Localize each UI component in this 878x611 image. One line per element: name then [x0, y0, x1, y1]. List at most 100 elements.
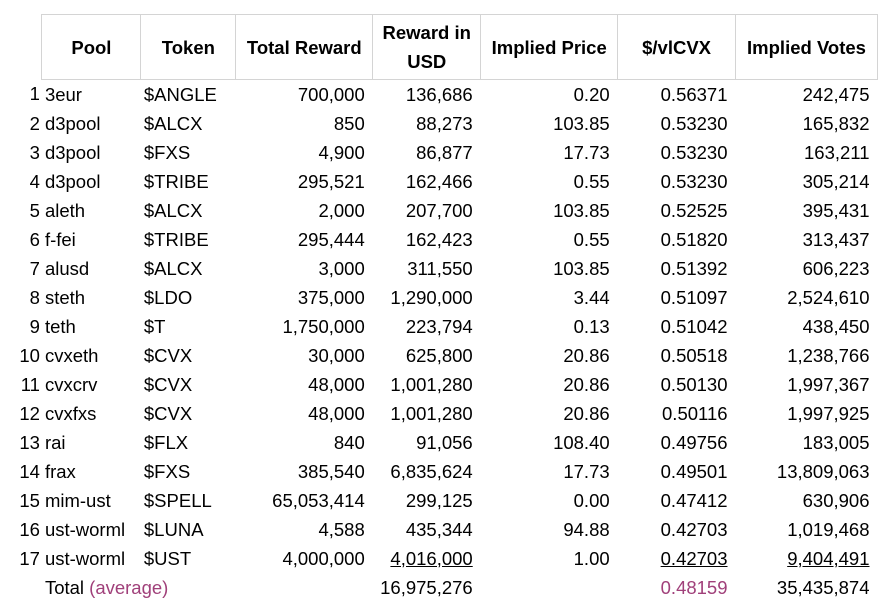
- table-row: 14 frax $FXS 385,540 6,835,624 17.73 0.49501 13…: [0, 457, 878, 486]
- reward-usd-cell: 4,016,000: [373, 544, 481, 573]
- pool-cell: cvxfxs: [44, 402, 97, 424]
- pool-cell: cvxcrv: [44, 373, 98, 395]
- total-implied-votes: 35,435,874: [776, 576, 870, 598]
- header-per-vlcvx: $/vlCVX: [617, 14, 737, 80]
- table-row: 2 d3pool $ALCX 850 88,273 103.85 0.53230 165,83…: [0, 109, 878, 138]
- header-row: Pool Token Total Reward Reward in USD Im…: [0, 14, 878, 80]
- reward-usd-cell: 91,056: [416, 431, 473, 453]
- table-row: 17 ust-worml $UST 4,000,000 4,016,000 1.00 0.4…: [0, 544, 878, 573]
- row-index: 10: [19, 344, 40, 366]
- implied-price-cell: 0.55: [573, 228, 610, 250]
- total-reward-cell: 4,588: [318, 518, 365, 540]
- header-reward-usd-line2: USD: [407, 51, 447, 72]
- implied-votes-cell: 9,404,491: [736, 544, 878, 573]
- total-reward-cell: 4,900: [318, 141, 365, 163]
- implied-price-cell: 103.85: [553, 112, 610, 134]
- pool-cell: d3pool: [44, 112, 101, 134]
- row-index: 17: [19, 547, 40, 569]
- implied-votes-cell: 163,211: [804, 141, 870, 163]
- per-vlcvx-cell: 0.50116: [662, 402, 728, 424]
- pool-cell: mim-ust: [44, 489, 111, 511]
- implied-votes-cell: 183,005: [802, 431, 870, 453]
- header-pool: Pool: [41, 14, 142, 80]
- reward-usd-cell: 1,001,280: [390, 402, 473, 424]
- row-index: 4: [29, 170, 40, 192]
- implied-votes-cell: 242,475: [802, 83, 870, 105]
- per-vlcvx-cell: 0.47412: [660, 489, 728, 511]
- per-vlcvx-cell: 0.51042: [660, 315, 728, 337]
- implied-price-cell: 94.88: [563, 518, 610, 540]
- pool-cell: alusd: [44, 257, 90, 279]
- row-index: 14: [19, 460, 40, 482]
- per-vlcvx-cell: 0.49756: [660, 431, 728, 453]
- implied-price-cell: 0.55: [573, 170, 610, 192]
- table-row: 11 cvxcrv $CVX 48,000 1,001,280 20.86 0.50130 1…: [0, 370, 878, 399]
- total-reward-cell: 385,540: [297, 460, 365, 482]
- implied-votes-cell: 395,431: [802, 199, 870, 221]
- reward-usd-cell: 1,290,000: [390, 286, 473, 308]
- row-index: 12: [19, 402, 40, 424]
- token-cell: $FXS: [143, 460, 191, 482]
- table-row: 3 d3pool $FXS 4,900 86,877 17.73 0.53230 163,21…: [0, 138, 878, 167]
- table-body: 1 3eur $ANGLE 700,000 136,686 0.20 0.56371 242,…: [0, 80, 878, 574]
- pool-cell: teth: [44, 315, 76, 337]
- token-cell: $ALCX: [143, 112, 203, 134]
- reward-usd-cell: 625,800: [405, 344, 473, 366]
- implied-price-cell: 103.85: [553, 257, 610, 279]
- header-reward-usd: Reward in USD: [372, 14, 482, 80]
- token-cell: $ANGLE: [143, 83, 217, 105]
- total-reward-usd: 16,975,276: [380, 576, 473, 598]
- per-vlcvx-cell: 0.52525: [660, 199, 728, 221]
- pool-cell: rai: [44, 431, 66, 453]
- row-index: 1: [29, 83, 40, 105]
- table-row: 7 alusd $ALCX 3,000 311,550 103.85 0.51392 606,…: [0, 254, 878, 283]
- total-reward-cell: 1,750,000: [282, 315, 365, 337]
- token-cell: $T: [143, 315, 166, 337]
- table-row: 1 3eur $ANGLE 700,000 136,686 0.20 0.56371 242,…: [0, 80, 878, 110]
- header-total-reward: Total Reward: [235, 14, 374, 80]
- implied-votes-cell: 438,450: [802, 315, 870, 337]
- total-reward-cell: 4,000,000: [282, 547, 365, 569]
- per-vlcvx-cell: 0.51392: [660, 257, 728, 279]
- total-reward-cell: 295,444: [297, 228, 365, 250]
- per-vlcvx-cell-value: 0.42703: [660, 547, 728, 569]
- table-row: 5 aleth $ALCX 2,000 207,700 103.85 0.52525 395,…: [0, 196, 878, 225]
- per-vlcvx-cell: 0.42703: [618, 544, 736, 573]
- reward-usd-cell: 223,794: [405, 315, 473, 337]
- reward-usd-cell: 88,273: [416, 112, 473, 134]
- implied-price-cell: 0.13: [573, 315, 610, 337]
- implied-price-cell: 0.00: [573, 489, 610, 511]
- per-vlcvx-cell: 0.49501: [660, 460, 728, 482]
- implied-price-cell: 0.20: [573, 83, 610, 105]
- total-label-cell: Total (average): [42, 573, 236, 602]
- reward-usd-cell: 311,550: [407, 257, 473, 279]
- rewards-table: Pool Token Total Reward Reward in USD Im…: [0, 14, 878, 602]
- row-index: 13: [19, 431, 40, 453]
- implied-price-cell: 17.73: [563, 141, 610, 163]
- row-index: 8: [29, 286, 40, 308]
- total-reward-cell: 375,000: [297, 286, 365, 308]
- pool-cell: steth: [44, 286, 86, 308]
- row-index: 11: [20, 373, 40, 395]
- per-vlcvx-cell: 0.50518: [660, 344, 728, 366]
- pool-cell: d3pool: [44, 141, 101, 163]
- implied-price-cell: 20.86: [563, 373, 610, 395]
- total-reward-cell: 2,000: [318, 199, 365, 221]
- token-cell: $LDO: [143, 286, 193, 308]
- implied-votes-cell: 606,223: [802, 257, 870, 279]
- table-row: 10 cvxeth $CVX 30,000 625,800 20.86 0.50518 1,2…: [0, 341, 878, 370]
- implied-votes-cell: 1,019,468: [787, 518, 870, 540]
- reward-usd-cell: 86,877: [416, 141, 473, 163]
- implied-votes-cell: 2,524,610: [787, 286, 870, 308]
- row-index: 6: [29, 228, 40, 250]
- table-row: 9 teth $T 1,750,000 223,794 0.13 0.51042 438,45…: [0, 312, 878, 341]
- per-vlcvx-cell: 0.51820: [660, 228, 728, 250]
- pool-cell: 3eur: [44, 83, 82, 105]
- implied-price-cell: 108.40: [553, 431, 610, 453]
- implied-votes-cell: 305,214: [802, 170, 870, 192]
- pool-cell: d3pool: [44, 170, 101, 192]
- total-reward-cell: 840: [333, 431, 365, 453]
- table-row: 15 mim-ust $SPELL 65,053,414 299,125 0.00 0.47…: [0, 486, 878, 515]
- total-reward-cell: 65,053,414: [272, 489, 365, 511]
- token-cell: $FLX: [143, 431, 189, 453]
